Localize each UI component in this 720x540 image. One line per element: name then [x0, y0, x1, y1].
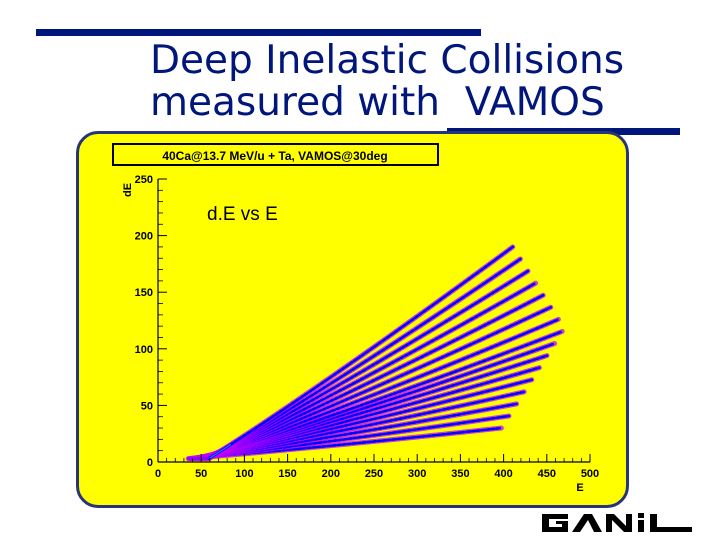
y-tick-label: 150 [135, 287, 153, 299]
y-tick-label: 200 [135, 231, 153, 243]
x-tick-label: 300 [408, 468, 426, 480]
top-rule [36, 29, 481, 36]
logo-letter-g [542, 514, 568, 532]
logo-letter-n [606, 514, 632, 532]
x-tick-label: 450 [538, 468, 556, 480]
ganil-logo [542, 513, 692, 532]
y-axis-label: dE [122, 183, 134, 197]
y-tick-label: 0 [147, 457, 153, 469]
x-tick-label: 250 [365, 468, 383, 480]
histogram-title-box [112, 143, 439, 166]
logo-letter-l [650, 514, 692, 532]
y-tick-label: 50 [141, 400, 153, 412]
y-tick-label: 100 [135, 344, 153, 356]
x-tick-label: 0 [155, 468, 161, 480]
band [207, 245, 515, 460]
x-tick-label: 200 [322, 468, 340, 480]
axes: 0 50 100 150 200 250 300 350 400 450 500 0 50 100 150 2… [135, 174, 600, 480]
x-tick-label: 150 [278, 468, 296, 480]
slide-title: Deep Inelastic Collisions measured with … [150, 40, 630, 124]
de-vs-e-histogram: 40Ca@13.7 MeV/u + Ta, VAMOS@30deg d.E vs… [112, 143, 600, 494]
histogram-title: 40Ca@13.7 MeV/u + Ta, VAMOS@30deg [162, 149, 387, 163]
plot-panel: 40Ca@13.7 MeV/u + Ta, VAMOS@30deg d.E vs… [76, 131, 629, 508]
x-axis-label: E [576, 482, 583, 494]
x-tick-label: 400 [494, 468, 512, 480]
slide-title-line-1: Deep Inelastic Collisions [150, 38, 625, 83]
x-tick-label: 100 [235, 468, 253, 480]
slide-title-line-2: measured with VAMOS [150, 80, 605, 125]
logo-letter-i [638, 520, 644, 532]
histogram-bands [185, 244, 565, 462]
x-tick-label: 50 [195, 468, 207, 480]
chart-annotation: d.E vs E [207, 204, 278, 225]
logo-letter-a [572, 514, 602, 532]
x-tick-label: 500 [581, 468, 599, 480]
logo-letter-i-dot [638, 513, 644, 518]
y-tick-label: 250 [135, 174, 153, 186]
x-tick-label: 350 [451, 468, 469, 480]
